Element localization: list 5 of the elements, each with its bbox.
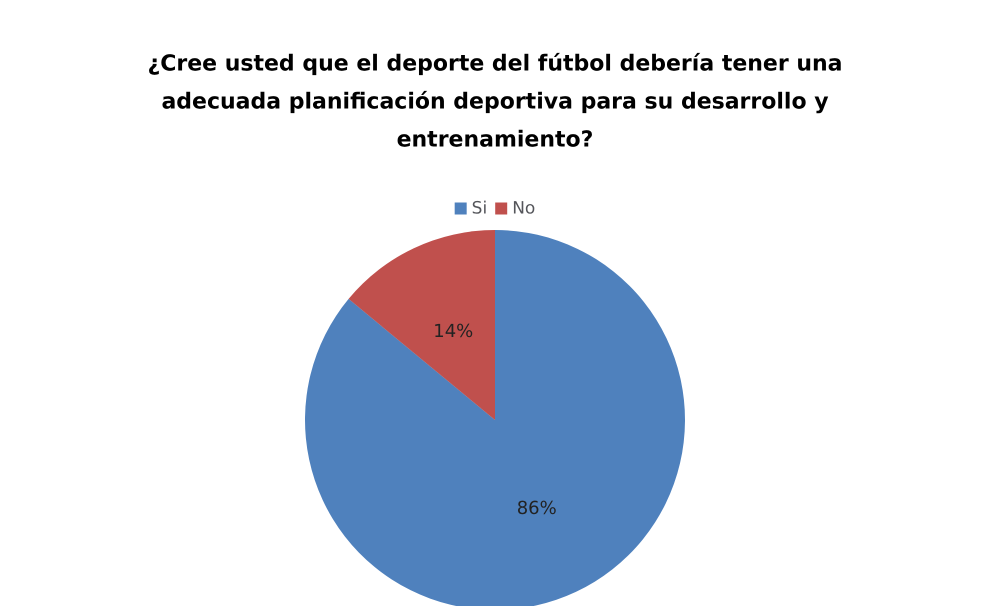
data-label: 86%	[516, 498, 557, 520]
legend-label: Si	[472, 198, 488, 218]
data-label: 14%	[433, 320, 474, 342]
legend-label: No	[512, 198, 536, 218]
chart-title: ¿Cree usted que el deporte del fútbol debería tener una adecuada planificación deportiva para su desarrollo y entrenamiento?	[147, 52, 843, 152]
